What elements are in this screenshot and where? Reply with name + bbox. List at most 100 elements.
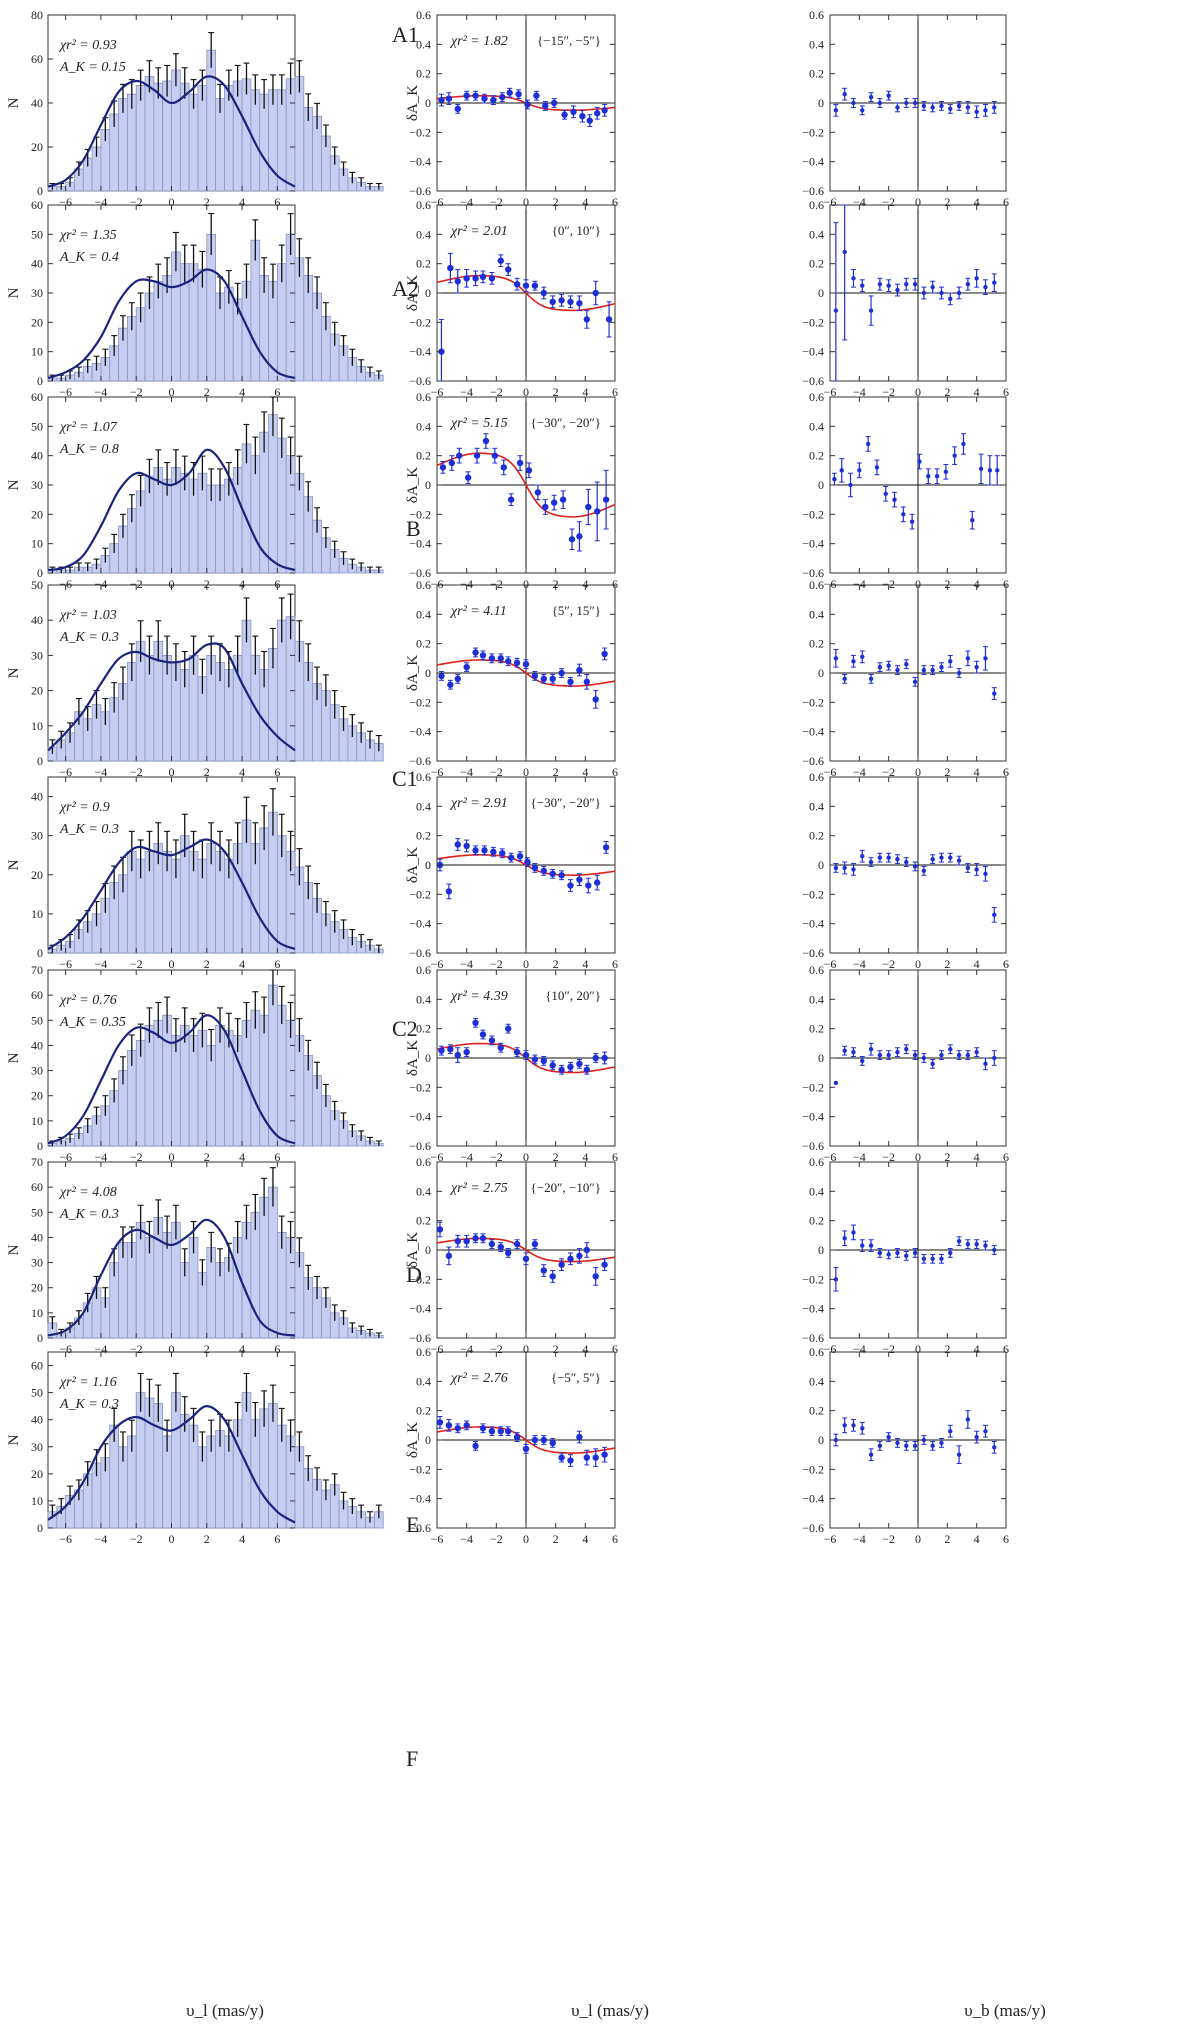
y-tick-label: 0.2 (809, 67, 824, 81)
y-tick-label: 0 (818, 478, 824, 492)
data-point (992, 691, 997, 696)
x-tick-label: 6 (274, 765, 280, 779)
chi-square-label: χr² = 2.01 (449, 224, 508, 239)
data-point (995, 468, 1000, 473)
chi-square-label: χr² = 1.35 (58, 228, 117, 243)
data-point (516, 459, 524, 467)
data-point (956, 1452, 962, 1457)
y-tick-label: 0 (818, 858, 824, 872)
data-point (506, 89, 513, 96)
data-point (851, 1230, 856, 1235)
data-point (965, 1052, 971, 1058)
data-point (507, 496, 515, 503)
x-tick-label: 0 (915, 1532, 921, 1546)
histogram-bar (197, 85, 208, 192)
data-point (601, 107, 608, 114)
data-point (833, 656, 839, 661)
chart-panel-d-delta_b: −0.6 −0.4 −0.2 0 0.2 0.4 0.6 −6 −4 −2 0 2 4 6 (802, 963, 1009, 1164)
data-point (567, 1255, 574, 1263)
data-point (576, 876, 583, 883)
histogram-bars (47, 213, 384, 382)
x-tick-label: −4 (853, 957, 866, 971)
data-point (842, 92, 847, 97)
y-tick-label: −0.2 (802, 125, 824, 139)
x-tick-label: −2 (490, 577, 503, 591)
data-point (540, 867, 547, 875)
y-tick-label: 60 (31, 988, 43, 1002)
x-tick-label: 4 (974, 577, 980, 591)
chart-panel-b-delta_b: −0.6−0.4−0.200.20.40.6−6 −4 −2 0 2 4 6 (802, 390, 1009, 591)
data-point (974, 1434, 979, 1440)
data-point (848, 482, 853, 488)
x-tick-label: 4 (582, 765, 588, 779)
x-tick-label: 4 (582, 385, 588, 399)
y-tick-label: 30 (31, 478, 43, 492)
ak-label: A_K = 0.35 (59, 1015, 126, 1030)
data-point (592, 1273, 599, 1280)
range-label: {−15″, −5″} (537, 33, 601, 48)
data-point (463, 1238, 470, 1245)
data-point (472, 847, 479, 854)
data-point (901, 512, 906, 517)
y-tick-label: 30 (31, 1440, 43, 1454)
data-point (576, 1433, 583, 1441)
data-point (524, 101, 531, 108)
data-point (895, 287, 900, 293)
data-point (895, 856, 900, 862)
histogram-bar (241, 78, 252, 192)
data-point (567, 298, 574, 305)
histogram-bar (276, 437, 287, 574)
data-point (522, 1255, 530, 1263)
y-tick-label: −0.4 (802, 1492, 824, 1506)
x-tick-label: −4 (460, 765, 473, 779)
x-tick-label: 2 (944, 577, 950, 591)
data-point (531, 1436, 539, 1444)
y-tick-label: 30 (31, 286, 43, 300)
data-point (558, 1454, 565, 1461)
x-tick-label: 2 (553, 577, 559, 591)
data-point (842, 1236, 847, 1241)
y-tick-label: 0.6 (416, 770, 431, 784)
data-point (860, 283, 865, 288)
histogram-bar (171, 1392, 181, 1529)
data-points (436, 1221, 608, 1286)
y-tick-label: 0.2 (416, 1022, 431, 1036)
data-point (558, 669, 565, 677)
chi-square-label: χr² = 1.82 (449, 34, 508, 49)
data-point (839, 468, 844, 473)
x-tick-label: 4 (974, 1342, 980, 1356)
histogram-bar (171, 1221, 181, 1339)
y-tick-label: 60 (31, 390, 43, 404)
y-tick-label: −0.4 (802, 1110, 824, 1124)
data-points (438, 1017, 608, 1075)
data-point (464, 474, 472, 481)
y-tick-label: 0.2 (809, 1404, 824, 1418)
histogram-bar (224, 85, 234, 192)
x-tick-label: 0 (915, 195, 921, 209)
y-tick-label: 0.4 (416, 37, 431, 51)
data-point (886, 1434, 891, 1440)
x-tick-label: 2 (204, 195, 210, 209)
y-tick-label: 0 (37, 566, 43, 580)
x-tick-label: 0 (523, 957, 529, 971)
data-point (921, 103, 927, 109)
chi-square-label: χr² = 2.91 (449, 796, 508, 811)
data-point (833, 308, 839, 313)
data-point (576, 1252, 583, 1260)
y-axis-label-n: N (6, 1434, 22, 1445)
data-point (956, 858, 962, 863)
data-point (515, 91, 522, 98)
chart-panel-d-delta_l: −0.6 −0.4 −0.2 0 0.2 0.4 0.6 −6 −4 −2 0 2 4 6 δA_K χr² … (405, 963, 618, 1164)
y-tick-label: −0.6 (409, 1331, 431, 1345)
y-tick-label: 10 (31, 719, 43, 733)
y-tick-label: 50 (31, 1205, 43, 1219)
y-tick-label: 0.6 (809, 8, 824, 22)
y-tick-label: 70 (31, 1155, 43, 1169)
data-point (516, 853, 524, 860)
y-tick-label: 10 (31, 1306, 43, 1320)
y-tick-label: 30 (31, 1064, 43, 1078)
x-tick-label: −4 (95, 385, 108, 399)
histogram-bars (47, 396, 384, 574)
